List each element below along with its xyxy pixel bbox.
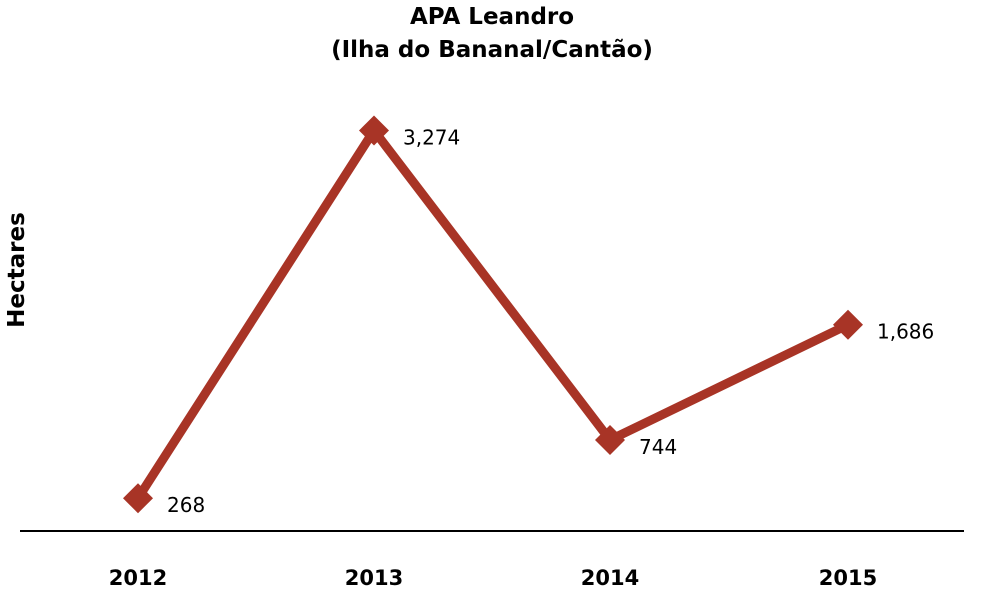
x-tick-label: 2012 [109, 566, 167, 590]
data-label: 1,686 [877, 320, 934, 344]
x-tick-label: 2013 [345, 566, 403, 590]
y-axis-label: Hectares [4, 212, 30, 328]
data-label: 3,274 [403, 125, 460, 149]
data-label: 744 [639, 435, 677, 459]
chart-title: APA Leandro [410, 4, 574, 30]
series-line [134, 125, 850, 501]
x-tick-labels: 2012 2013 2014 2015 [109, 566, 877, 590]
chart-subtitle: (Ilha do Bananal/Cantão) [331, 37, 653, 63]
data-point-marker [123, 483, 153, 514]
x-tick-label: 2015 [819, 566, 877, 590]
data-label: 268 [167, 493, 205, 517]
data-point-marker [833, 309, 863, 340]
data-point-marker [359, 115, 389, 146]
series-layer: 268 3,274 744 1,686 [123, 115, 934, 517]
data-point-marker [595, 424, 625, 455]
x-tick-label: 2014 [581, 566, 639, 590]
